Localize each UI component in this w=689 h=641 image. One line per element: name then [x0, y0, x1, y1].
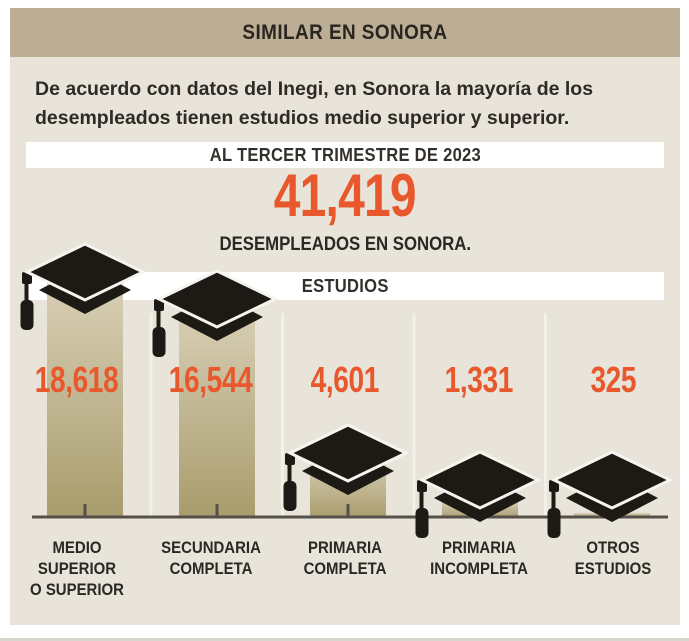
bar-value: 4,601	[310, 359, 380, 400]
content-area: De acuerdo con datos del Inegi, en Sonor…	[10, 57, 680, 625]
category-label: SECUNDARIA COMPLETA	[161, 538, 261, 578]
category-label: PRIMARIA COMPLETA	[303, 538, 387, 578]
period-banner-label: AL TERCER TRIMESTRE DE 2023	[209, 144, 481, 165]
section-banner-label: ESTUDIOS	[301, 275, 389, 296]
category-label: OTROS ESTUDIOS	[574, 538, 652, 578]
bar	[442, 501, 518, 518]
bar	[179, 305, 255, 518]
intro-paragraph: De acuerdo con datos del Inegi, en Sonor…	[35, 75, 665, 133]
intro-line-2: desempleados tienen estudios medio super…	[35, 107, 570, 129]
graduation-cap-icon	[547, 450, 674, 538]
bottom-edge-line	[0, 638, 689, 641]
bar	[310, 459, 386, 518]
page-title: SIMILAR EN SONORA	[242, 20, 448, 44]
bar-values-row: 18,618 16,544 4,601 1,331 325	[10, 359, 680, 401]
category-label: PRIMARIA INCOMPLETA	[430, 538, 528, 578]
bar-value: 325	[590, 359, 636, 400]
graduation-cap-icon	[283, 423, 410, 511]
total-unemployed-caption: DESEMPLEADOS EN SONORA.	[219, 233, 471, 255]
bar	[574, 513, 650, 518]
bar-value: 18,618	[35, 359, 119, 400]
graduation-cap-icon	[415, 450, 542, 538]
category-labels-row: MEDIO SUPERIOR O SUPERIOR SECUNDARIA COM…	[10, 537, 680, 600]
category-label: MEDIO SUPERIOR O SUPERIOR	[30, 538, 124, 599]
header-band: SIMILAR EN SONORA	[10, 8, 680, 57]
section-banner: ESTUDIOS	[26, 272, 664, 300]
intro-line-1: De acuerdo con datos del Inegi, en Sonor…	[35, 78, 594, 100]
period-banner: AL TERCER TRIMESTRE DE 2023	[26, 142, 664, 168]
bar-value: 1,331	[444, 359, 514, 400]
total-unemployed-value: 41,419	[273, 162, 417, 229]
bar-value: 16,544	[169, 359, 253, 400]
